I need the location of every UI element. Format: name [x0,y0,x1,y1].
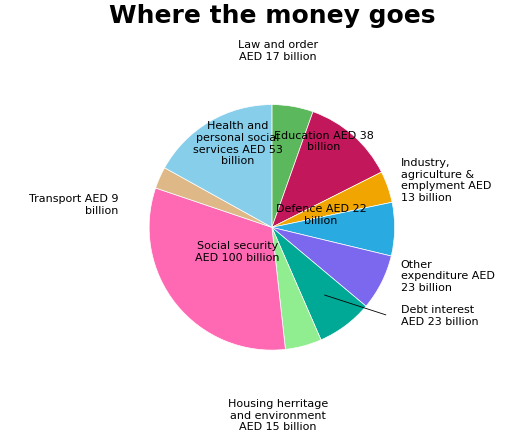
Text: Law and order
AED 17 billion: Law and order AED 17 billion [238,40,318,61]
Text: Social security
AED 100 billion: Social security AED 100 billion [195,241,280,263]
Text: Industry,
agriculture &
emplyment AED
13 billion: Industry, agriculture & emplyment AED 13… [401,158,491,203]
Text: Defence AED 22
billion: Defence AED 22 billion [276,204,366,226]
Text: Transport AED 9
billion: Transport AED 9 billion [29,194,118,216]
Wedge shape [272,227,366,340]
Text: Education AED 38
billion: Education AED 38 billion [274,130,373,152]
Wedge shape [149,188,286,350]
Text: Debt interest
AED 23 billion: Debt interest AED 23 billion [401,305,478,327]
Wedge shape [272,202,394,256]
Text: Housing herritage
and environment
AED 15 billion: Housing herritage and environment AED 15… [228,399,328,432]
Wedge shape [272,227,391,306]
Wedge shape [156,168,272,227]
Wedge shape [272,227,321,349]
Wedge shape [165,105,272,227]
Wedge shape [272,105,313,227]
Title: Where the money goes: Where the money goes [109,4,435,28]
Wedge shape [272,172,392,227]
Wedge shape [272,112,382,227]
Text: Other
expenditure AED
23 billion: Other expenditure AED 23 billion [401,260,495,293]
Text: Health and
personal social
services AED 53
billion: Health and personal social services AED … [193,122,282,166]
